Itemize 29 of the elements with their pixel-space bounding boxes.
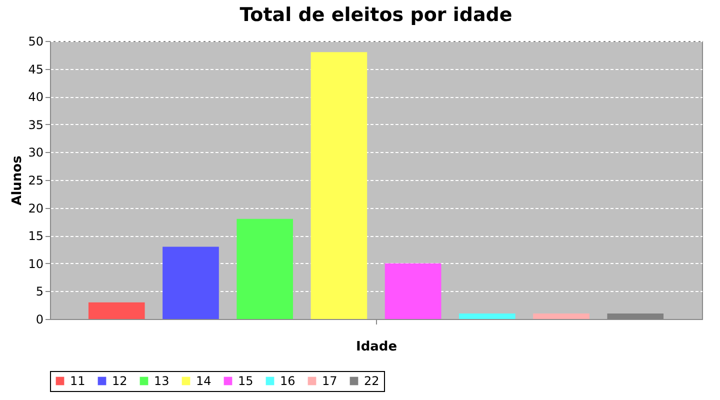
bar — [310, 52, 368, 319]
legend-label: 14 — [196, 374, 212, 388]
y-tick-label: 10 — [28, 256, 44, 271]
bar — [88, 302, 145, 319]
y-axis-title: Alunos — [10, 155, 26, 206]
y-tick-label: 40 — [28, 90, 44, 104]
bar — [533, 313, 590, 319]
legend-label: 16 — [280, 374, 296, 388]
y-tick-label: 50 — [28, 34, 44, 48]
legend-label: 12 — [112, 374, 128, 388]
bar — [384, 263, 442, 319]
legend-label: 22 — [364, 374, 380, 388]
x-axis-title: Idade — [356, 340, 398, 354]
bar — [236, 218, 294, 319]
y-tick-label: 15 — [28, 229, 44, 244]
y-tick-label: 35 — [28, 118, 44, 132]
y-tick-label: 0 — [36, 312, 44, 326]
bar — [162, 246, 219, 319]
legend-label: 17 — [322, 374, 338, 388]
y-tick-label: 30 — [28, 146, 44, 160]
legend-label: 11 — [70, 374, 86, 388]
y-tick-label: 45 — [28, 62, 44, 76]
legend-label: 15 — [238, 374, 254, 388]
legend-label: 13 — [154, 374, 170, 388]
y-tick-label: 25 — [28, 174, 44, 188]
chart-title: Total de eleitos por idade — [240, 4, 512, 26]
y-tick-label: 20 — [28, 201, 44, 216]
bar — [458, 313, 516, 319]
y-tick-label: 5 — [36, 284, 44, 299]
